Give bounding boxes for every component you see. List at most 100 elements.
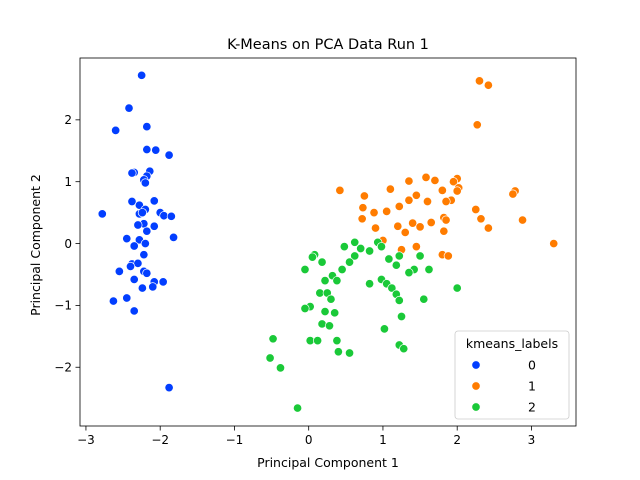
y-tick-label: 2 (64, 113, 72, 127)
data-point-cluster-1 (483, 80, 493, 90)
data-point-cluster-0 (166, 211, 176, 221)
data-point-cluster-2 (275, 363, 286, 373)
data-point-cluster-1 (394, 201, 404, 211)
data-point-cluster-1 (370, 223, 381, 233)
data-point-cluster-0 (122, 234, 132, 244)
data-point-cluster-0 (97, 209, 107, 219)
data-point-cluster-2 (320, 276, 330, 286)
data-point-cluster-2 (293, 403, 303, 413)
data-point-cluster-0 (108, 296, 118, 306)
data-point-cluster-0 (133, 220, 143, 230)
data-point-cluster-1 (452, 186, 462, 196)
data-point-cluster-1 (448, 177, 459, 187)
data-point-cluster-2 (265, 353, 275, 363)
data-point-cluster-1 (443, 251, 453, 261)
data-point-cluster-2 (350, 251, 360, 261)
data-point-cluster-0 (127, 196, 137, 207)
data-point-cluster-2 (394, 295, 404, 305)
data-point-cluster-0 (140, 178, 150, 188)
data-point-cluster-2 (307, 252, 317, 262)
data-point-cluster-2 (387, 283, 397, 293)
x-tick-label: −2 (151, 433, 169, 447)
data-point-cluster-2 (376, 242, 387, 252)
data-point-cluster-0 (148, 282, 158, 292)
y-tick-label: 1 (64, 175, 72, 189)
data-point-cluster-0 (149, 221, 159, 231)
data-point-cluster-1 (385, 184, 395, 194)
data-point-cluster-0 (129, 241, 139, 251)
data-point-cluster-2 (415, 251, 425, 261)
data-point-cluster-2 (344, 257, 355, 267)
data-point-cluster-1 (408, 218, 418, 228)
data-point-cluster-2 (333, 347, 343, 357)
data-point-cluster-1 (441, 215, 451, 225)
data-point-cluster-2 (419, 294, 429, 304)
data-point-cluster-0 (111, 125, 121, 135)
x-tick-label: 0 (305, 433, 313, 447)
data-point-cluster-1 (404, 176, 414, 186)
data-point-cluster-2 (300, 264, 310, 275)
data-point-cluster-1 (472, 120, 482, 130)
x-tick-label: −3 (77, 433, 95, 447)
data-point-cluster-2 (399, 344, 409, 354)
data-point-cluster-1 (357, 214, 367, 224)
data-point-cluster-0 (139, 250, 149, 260)
data-point-cluster-2 (317, 319, 327, 329)
legend-label-1: 1 (528, 379, 536, 394)
data-point-cluster-1 (421, 172, 431, 182)
data-point-cluster-2 (384, 254, 394, 264)
x-tick-label: −1 (226, 433, 244, 447)
data-point-cluster-2 (452, 283, 462, 293)
legend-title: kmeans_labels (466, 336, 558, 351)
data-point-cluster-1 (471, 204, 481, 215)
data-point-cluster-2 (356, 243, 366, 254)
data-point-cluster-1 (411, 242, 421, 252)
data-point-cluster-2 (337, 264, 347, 275)
data-point-cluster-0 (129, 274, 139, 284)
data-point-cluster-1 (404, 195, 414, 205)
data-point-cluster-2 (391, 260, 401, 270)
data-point-cluster-2 (396, 311, 407, 322)
data-point-cluster-2 (365, 279, 375, 289)
data-point-cluster-2 (268, 334, 278, 344)
data-point-cluster-1 (441, 196, 451, 207)
legend: kmeans_labels 0 1 2 (454, 330, 570, 420)
data-point-cluster-1 (439, 226, 449, 236)
legend-entries: 0 1 2 (471, 358, 536, 415)
data-point-cluster-1 (549, 238, 559, 249)
data-point-cluster-0 (169, 232, 179, 242)
data-point-cluster-0 (142, 144, 152, 155)
x-axis-title: Principal Component 1 (257, 455, 399, 470)
data-point-cluster-2 (424, 264, 434, 275)
y-tick-label: −1 (54, 299, 72, 313)
x-tick-label: 3 (528, 433, 536, 447)
data-point-cluster-1 (437, 185, 447, 195)
data-point-cluster-1 (517, 215, 528, 225)
data-point-cluster-1 (476, 214, 486, 224)
data-point-cluster-0 (137, 70, 147, 80)
data-point-cluster-1 (400, 227, 410, 237)
data-point-cluster-1 (422, 196, 433, 207)
data-point-cluster-1 (430, 175, 440, 186)
chart-title: K-Means on PCA Data Run 1 (227, 37, 429, 53)
data-point-cluster-1 (335, 185, 345, 195)
data-point-cluster-0 (158, 277, 168, 287)
data-point-cluster-0 (129, 306, 139, 316)
data-point-cluster-2 (313, 336, 323, 346)
data-point-cluster-1 (382, 206, 392, 216)
x-tick-label: 1 (379, 433, 387, 447)
data-point-cluster-1 (359, 191, 369, 201)
data-point-cluster-0 (151, 145, 161, 155)
data-point-cluster-0 (164, 150, 174, 160)
data-point-cluster-0 (137, 283, 147, 293)
x-tick-label: 2 (453, 433, 461, 447)
data-point-cluster-0 (140, 238, 150, 249)
data-point-cluster-0 (125, 261, 136, 271)
data-point-cluster-2 (300, 303, 310, 314)
data-point-cluster-1 (426, 217, 436, 228)
data-point-cluster-0 (164, 383, 174, 393)
data-point-cluster-0 (142, 226, 152, 236)
y-axis-title: Principal Component 2 (28, 174, 43, 316)
data-point-cluster-1 (483, 223, 493, 233)
